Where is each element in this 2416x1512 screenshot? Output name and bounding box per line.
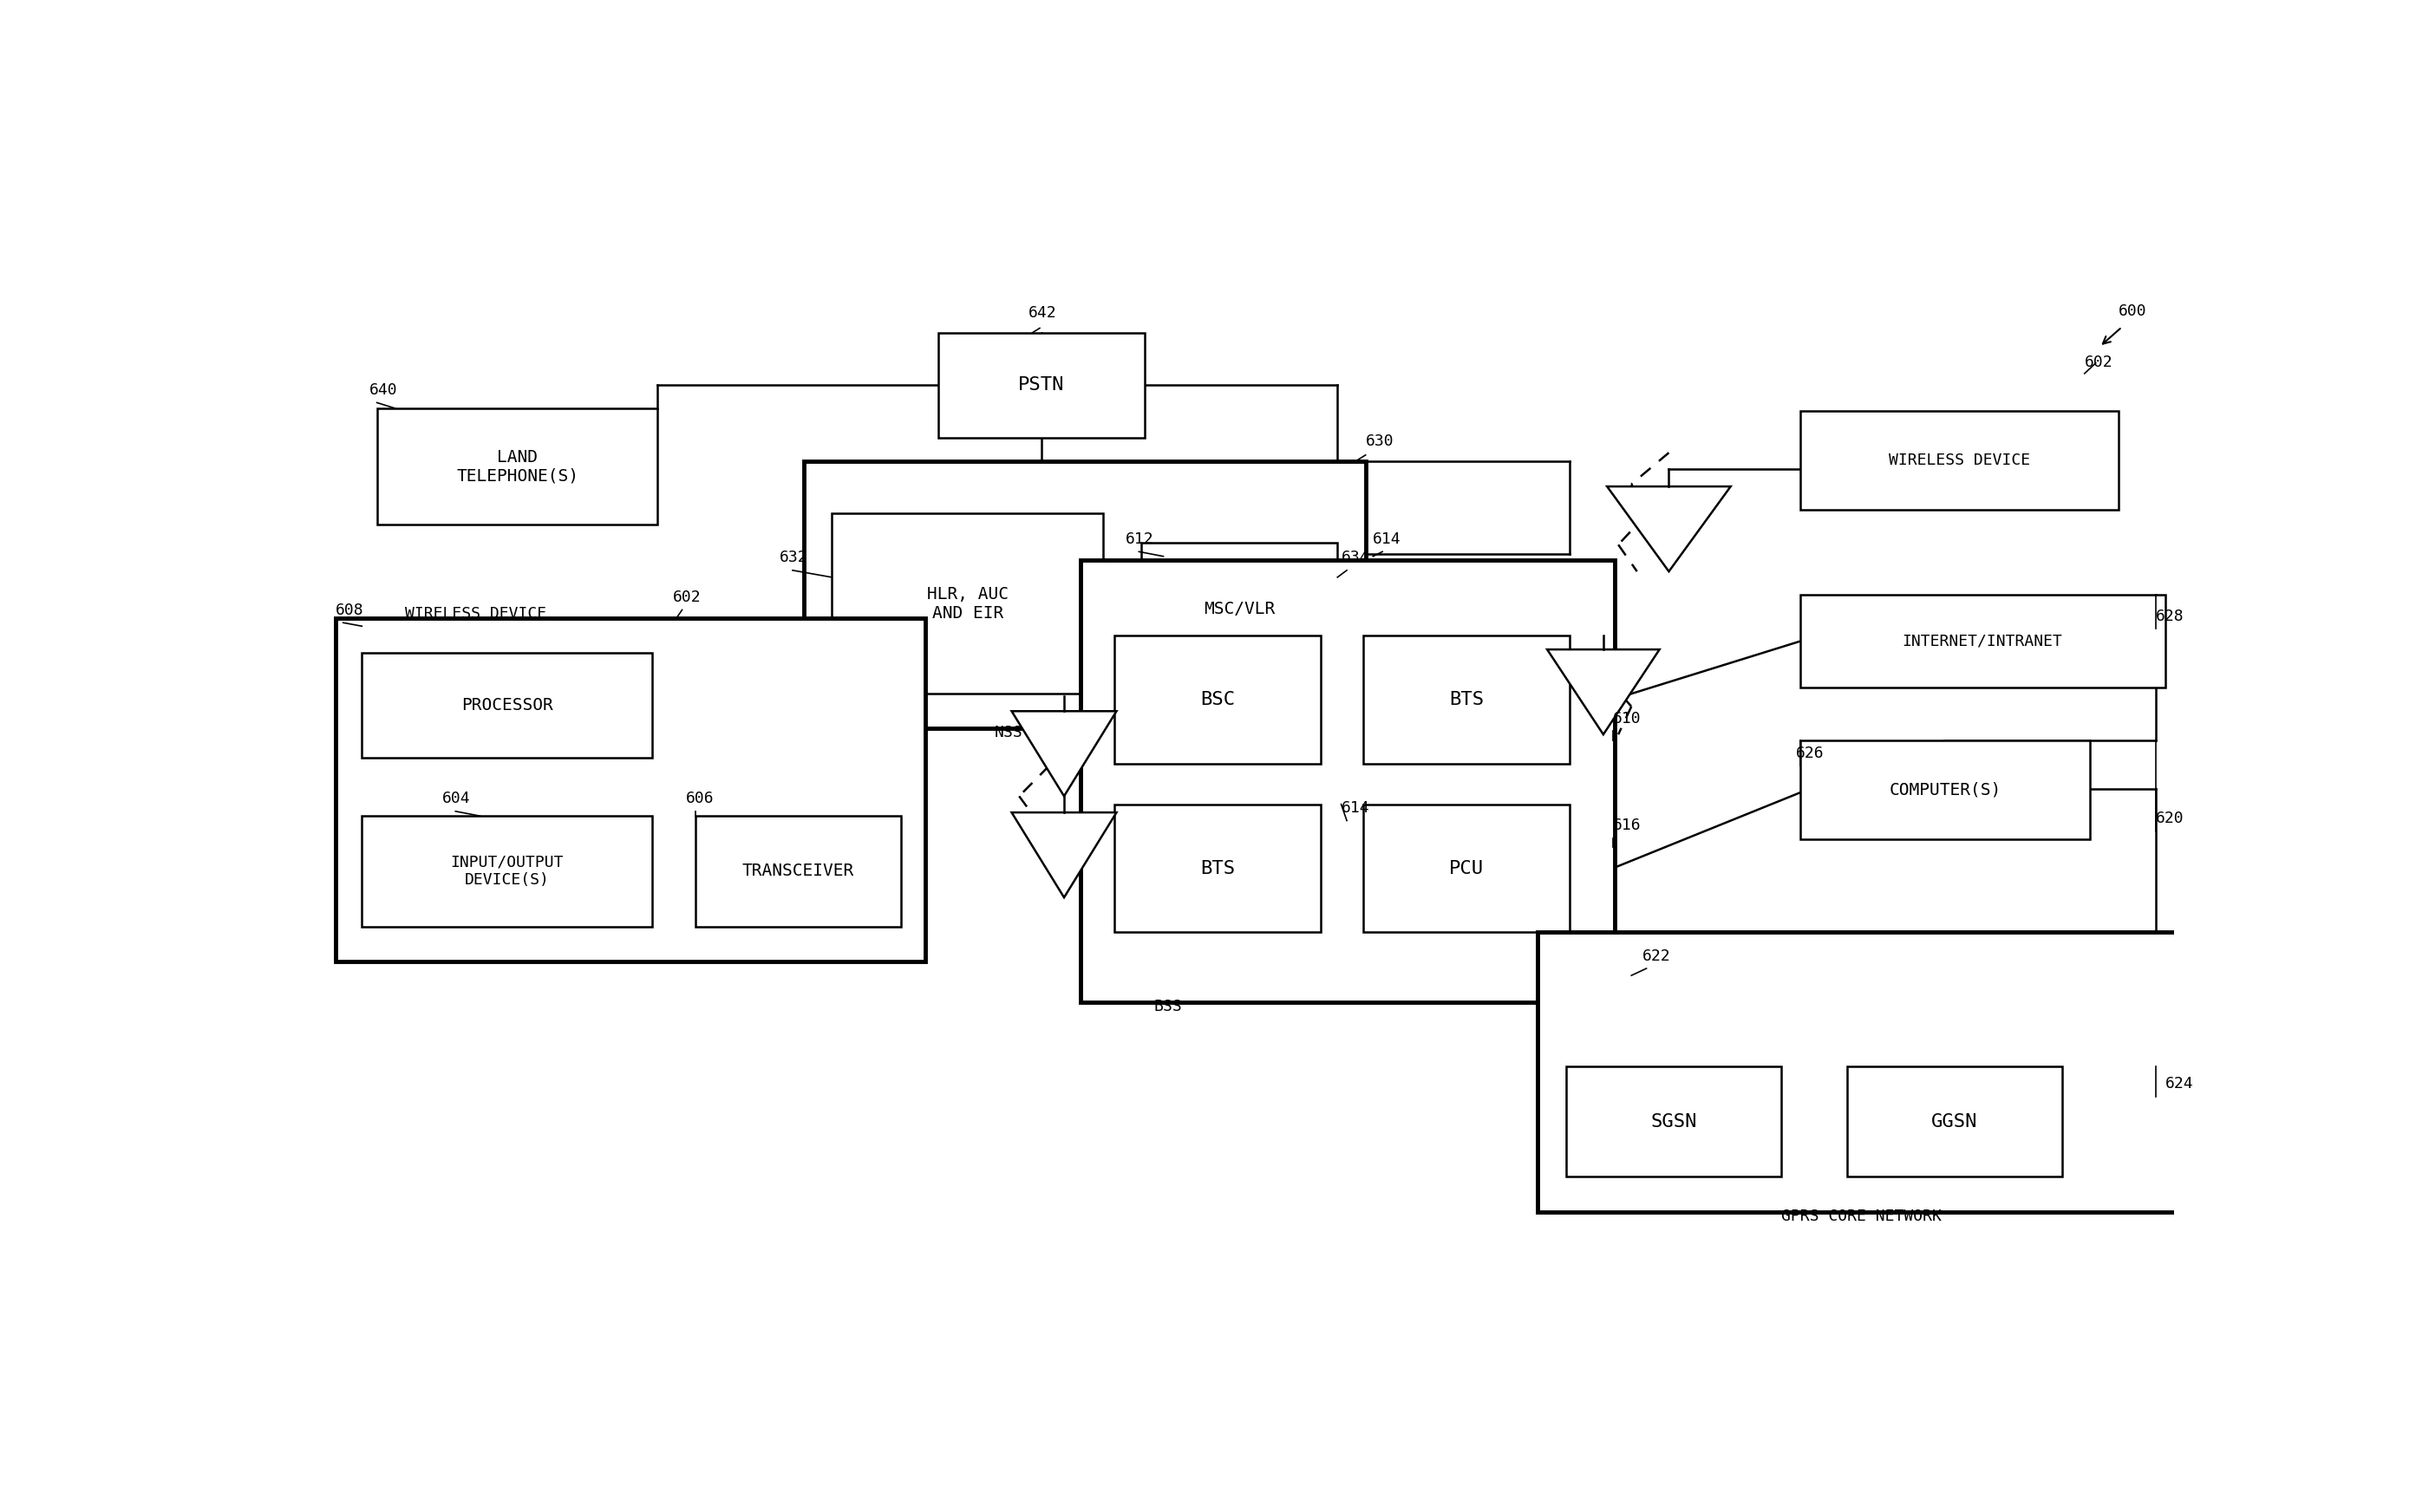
Text: 612: 612: [1126, 531, 1155, 547]
Text: COMPUTER(S): COMPUTER(S): [1889, 782, 2000, 798]
Text: 626: 626: [1795, 745, 1824, 761]
Text: 630: 630: [1365, 434, 1394, 449]
Text: PROCESSOR: PROCESSOR: [461, 697, 553, 714]
Text: 620: 620: [2155, 810, 2184, 827]
Text: 602: 602: [672, 590, 701, 605]
Bar: [1800, 594, 2165, 688]
Text: 640: 640: [370, 383, 399, 398]
Text: INPUT/OUTPUT
DEVICE(S): INPUT/OUTPUT DEVICE(S): [449, 854, 563, 888]
Text: 614: 614: [1341, 800, 1370, 816]
Text: 628: 628: [2155, 608, 2184, 624]
Bar: [1114, 804, 1322, 933]
Text: SGSN: SGSN: [1650, 1113, 1696, 1131]
Bar: [1800, 411, 2119, 510]
Text: 608: 608: [336, 602, 365, 618]
Bar: [377, 408, 657, 525]
Polygon shape: [1546, 650, 1660, 735]
Text: HLR, AUC
AND EIR: HLR, AUC AND EIR: [928, 585, 1007, 621]
Text: INTERNET/INTRANET: INTERNET/INTRANET: [1901, 634, 2063, 649]
Text: BTS: BTS: [1201, 860, 1235, 877]
Polygon shape: [1012, 812, 1116, 898]
Text: PCU: PCU: [1450, 860, 1483, 877]
Text: 624: 624: [2165, 1077, 2194, 1092]
Bar: [696, 816, 901, 927]
Text: NSS: NSS: [995, 726, 1022, 741]
Text: BTS: BTS: [1450, 691, 1483, 708]
Text: 632: 632: [780, 550, 807, 565]
Text: TRANSCEIVER: TRANSCEIVER: [742, 863, 855, 880]
Text: LAND
TELEPHONE(S): LAND TELEPHONE(S): [457, 449, 577, 484]
Text: WIRELESS DEVICE: WIRELESS DEVICE: [1889, 452, 2029, 469]
Text: WIRELESS DEVICE: WIRELESS DEVICE: [406, 606, 546, 621]
Text: 600: 600: [2119, 304, 2145, 319]
Bar: [1363, 635, 1570, 764]
Bar: [1846, 1066, 2063, 1176]
Text: 606: 606: [686, 791, 715, 806]
Bar: [362, 816, 652, 927]
Text: 642: 642: [1029, 305, 1056, 321]
Bar: [1114, 635, 1322, 764]
Bar: [805, 461, 1365, 729]
Polygon shape: [1607, 487, 1730, 572]
Bar: [336, 618, 925, 962]
Text: 602: 602: [2085, 354, 2114, 370]
Polygon shape: [1012, 711, 1116, 797]
Text: 622: 622: [1643, 948, 1672, 963]
Bar: [1566, 1066, 1781, 1176]
Bar: [831, 513, 1104, 694]
Text: GPRS CORE NETWORK: GPRS CORE NETWORK: [1781, 1208, 1942, 1223]
Text: BSS: BSS: [1155, 999, 1181, 1015]
Bar: [1140, 543, 1338, 676]
Text: 604: 604: [442, 791, 471, 806]
Text: GGSN: GGSN: [1930, 1113, 1979, 1131]
Text: PSTN: PSTN: [1020, 376, 1065, 393]
Text: 610: 610: [1614, 711, 1640, 726]
Text: 614: 614: [1372, 531, 1401, 547]
Text: BSC: BSC: [1201, 691, 1235, 708]
Bar: [362, 653, 652, 758]
Text: MSC/VLR: MSC/VLR: [1203, 602, 1276, 617]
Text: 634: 634: [1341, 550, 1370, 565]
Bar: [1080, 559, 1614, 1002]
Bar: [1800, 741, 2090, 839]
Bar: [1539, 933, 2184, 1211]
Bar: [1363, 804, 1570, 933]
Text: 616: 616: [1614, 818, 1640, 833]
Bar: [940, 333, 1145, 437]
